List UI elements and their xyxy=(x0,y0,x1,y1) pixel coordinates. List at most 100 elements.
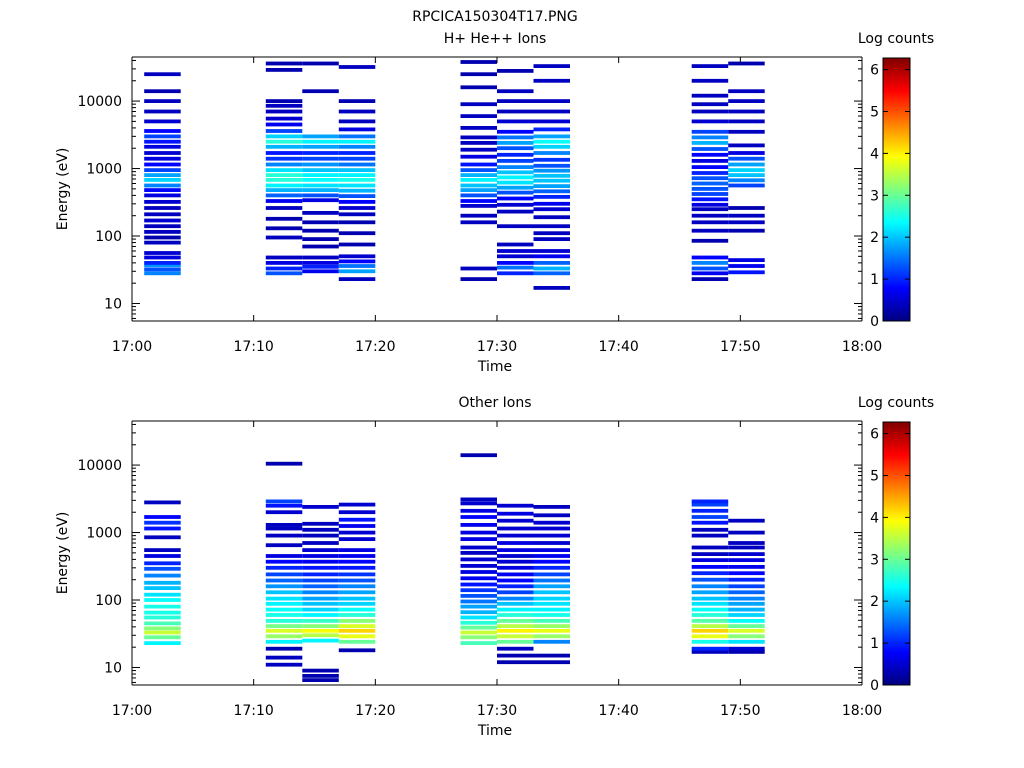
heatmap-cell xyxy=(533,607,570,612)
heatmap-cell xyxy=(497,99,534,103)
heatmap-cell xyxy=(144,188,181,192)
heatmap-cell xyxy=(691,601,729,606)
heatmap-cell xyxy=(265,559,303,564)
heatmap-cell xyxy=(302,668,339,673)
heatmap-cell xyxy=(338,624,376,628)
heatmap-cell xyxy=(144,604,181,609)
heatmap-cell xyxy=(728,178,765,183)
heatmap-cell xyxy=(497,624,534,628)
heatmap-cell xyxy=(691,202,729,207)
heatmap-cell xyxy=(497,541,534,545)
heatmap-cell xyxy=(338,613,376,617)
heatmap-cell xyxy=(338,99,376,103)
panel-title: Other Ions xyxy=(458,395,531,411)
heatmap-cell xyxy=(497,265,534,270)
heatmap-cell xyxy=(497,565,534,570)
heatmap-cell xyxy=(338,584,376,589)
heatmap-cell xyxy=(497,518,534,523)
heatmap-cell xyxy=(533,178,570,183)
heatmap-cell xyxy=(265,122,303,127)
heatmap-cell xyxy=(302,638,339,643)
heatmap-cell xyxy=(691,266,729,271)
heatmap-cell xyxy=(460,635,497,640)
heatmap-cell xyxy=(533,127,570,132)
x-tick-label: 17:30 xyxy=(477,339,517,355)
heatmap-cell xyxy=(460,564,497,568)
heatmap-cell xyxy=(497,596,534,601)
y-tick-label: 10000 xyxy=(77,94,122,110)
heatmap-cell xyxy=(497,533,534,538)
heatmap-cell xyxy=(144,156,181,161)
heatmap-cell xyxy=(144,615,181,620)
heatmap-cell xyxy=(265,554,303,558)
heatmap-cell xyxy=(302,590,339,595)
colorbar-tick-label: 4 xyxy=(870,510,879,526)
heatmap-cell xyxy=(460,604,497,609)
heatmap-cell xyxy=(691,613,729,617)
heatmap-cell xyxy=(338,162,376,167)
heatmap-cell xyxy=(728,558,765,562)
heatmap-cell xyxy=(265,646,303,651)
heatmap-cell xyxy=(144,109,181,114)
heatmap-cell xyxy=(265,499,303,504)
heatmap-cell xyxy=(338,109,376,114)
heatmap-cell xyxy=(265,255,303,260)
heatmap-cell xyxy=(691,181,729,186)
heatmap-cell xyxy=(691,596,729,601)
heatmap-cell xyxy=(338,628,376,633)
heatmap-cell xyxy=(497,185,534,190)
heatmap-cell xyxy=(144,626,181,631)
heatmap-cell xyxy=(691,64,729,68)
heatmap-cell xyxy=(533,505,570,509)
heatmap-cell xyxy=(533,184,570,188)
heatmap-cell xyxy=(144,230,181,234)
heatmap-cell xyxy=(265,619,303,623)
heatmap-cell xyxy=(533,628,570,633)
heatmap-cell xyxy=(533,249,570,253)
heatmap-cell xyxy=(265,134,303,139)
heatmap-cells xyxy=(144,453,765,682)
heatmap-cell xyxy=(460,204,497,208)
colorbar-tick-label: 1 xyxy=(870,272,879,288)
heatmap-cell xyxy=(460,582,497,587)
x-tick-label: 17:50 xyxy=(720,703,760,719)
y-tick-label: 10 xyxy=(104,660,122,676)
heatmap-cell xyxy=(460,620,497,625)
heatmap-cell xyxy=(533,624,570,628)
heatmap-cell xyxy=(302,61,339,66)
heatmap-cell xyxy=(460,193,497,198)
heatmap-cell xyxy=(144,580,181,585)
heatmap-cell xyxy=(533,554,570,558)
heatmap-cell xyxy=(728,151,765,155)
heatmap-cell xyxy=(265,503,303,508)
heatmap-cell xyxy=(302,220,339,225)
heatmap-cell xyxy=(302,261,339,265)
heatmap-cell xyxy=(338,639,376,644)
heatmap-cell xyxy=(497,660,534,665)
heatmap-cell xyxy=(728,168,765,172)
heatmap-cell xyxy=(265,639,303,644)
heatmap-cell xyxy=(144,561,181,566)
heatmap-cell xyxy=(302,548,339,552)
heatmap-cell xyxy=(338,619,376,623)
heatmap-cell xyxy=(460,497,497,502)
heatmap-cell xyxy=(265,613,303,617)
heatmap-cell xyxy=(728,628,765,633)
heatmap-cell xyxy=(338,554,376,558)
heatmap-cell xyxy=(691,171,729,175)
x-tick-label: 17:20 xyxy=(355,703,395,719)
heatmap-cell xyxy=(728,541,765,545)
heatmap-cell xyxy=(338,524,376,528)
heatmap-cell xyxy=(460,630,497,635)
heatmap-cell xyxy=(728,601,765,606)
heatmap-cell xyxy=(460,537,497,541)
heatmap-cell xyxy=(497,196,534,201)
heatmap-cell xyxy=(460,147,497,152)
heatmap-cell xyxy=(338,269,376,274)
heatmap-cell xyxy=(533,513,570,518)
x-tick-label: 17:00 xyxy=(112,339,152,355)
heatmap-cell xyxy=(144,183,181,188)
heatmap-cell xyxy=(302,624,339,628)
heatmap-cell xyxy=(533,271,570,276)
heatmap-cell xyxy=(338,178,376,182)
